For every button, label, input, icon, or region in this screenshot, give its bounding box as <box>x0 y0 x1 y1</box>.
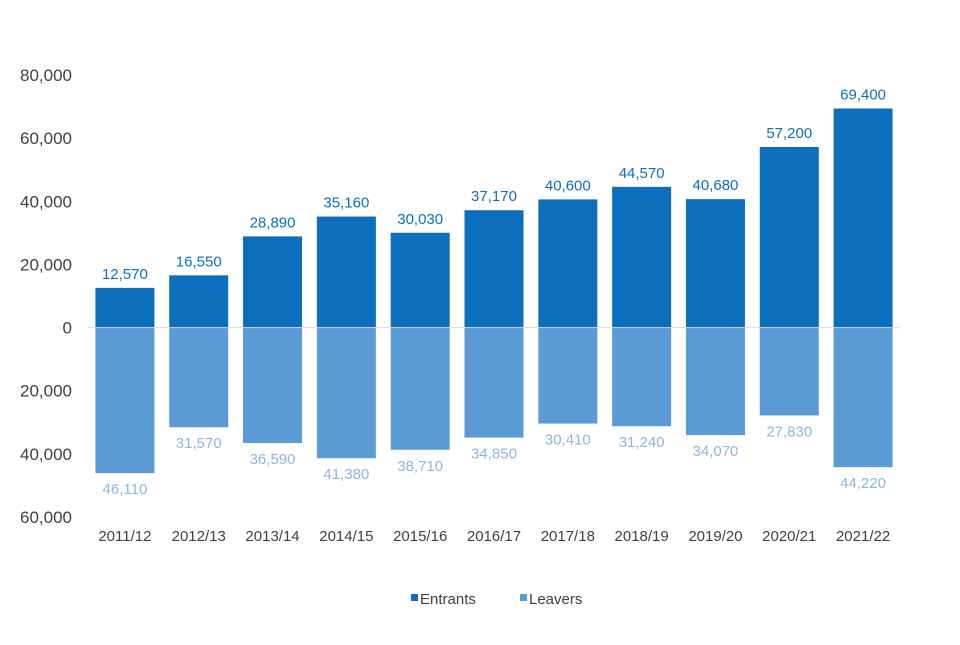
y-tick-label: 60,000 <box>20 129 72 148</box>
x-tick-label: 2015/16 <box>393 528 447 545</box>
entrants-data-label: 44,570 <box>619 165 665 182</box>
leavers-bar <box>169 327 229 428</box>
leavers-bar <box>316 327 376 459</box>
entrants-data-label: 40,680 <box>693 177 739 194</box>
legend-label-leavers: Leavers <box>529 591 582 608</box>
leavers-bar <box>538 327 598 424</box>
leavers-data-label: 34,850 <box>471 446 517 463</box>
leavers-bar <box>685 327 745 436</box>
entrants-bar <box>759 146 819 328</box>
x-tick-label: 2020/21 <box>762 528 816 545</box>
entrants-bar <box>538 199 598 328</box>
legend: Entrants Leavers <box>411 591 582 608</box>
legend-swatch-entrants <box>411 594 418 601</box>
leavers-data-label: 30,410 <box>545 432 591 449</box>
leavers-bar <box>390 327 450 450</box>
y-tick-label: 20,000 <box>20 382 72 401</box>
entrants-bar <box>95 287 155 328</box>
y-tick-label: 40,000 <box>20 192 72 211</box>
x-tick-label: 2018/19 <box>615 528 669 545</box>
data-labels: 12,570 16,550 28,890 35,160 30,030 37,170 40,6… <box>102 86 886 498</box>
entrants-bar <box>390 232 450 328</box>
leavers-data-label: 38,710 <box>397 458 443 475</box>
leavers-data-label: 31,570 <box>176 435 222 452</box>
bars <box>95 108 893 474</box>
entrants-data-label: 69,400 <box>840 86 886 103</box>
entrants-data-label: 16,550 <box>176 253 222 270</box>
x-tick-label: 2019/20 <box>688 528 742 545</box>
y-tick-label: 40,000 <box>20 445 72 464</box>
leavers-data-label: 46,110 <box>103 481 148 498</box>
entrants-data-label: 40,600 <box>545 177 591 194</box>
y-tick-label: 60,000 <box>20 508 72 527</box>
legend-label-entrants: Entrants <box>420 591 476 608</box>
entrants-bar <box>316 216 376 328</box>
y-tick-label: 80,000 <box>20 66 72 85</box>
leavers-bar <box>95 327 155 474</box>
leavers-data-label: 44,220 <box>840 475 886 492</box>
y-tick-label: 20,000 <box>20 255 72 274</box>
entrants-data-label: 28,890 <box>250 214 296 231</box>
entrants-bar <box>169 275 229 328</box>
y-axis: 80,000 60,000 40,000 20,000 0 20,000 40,000 60,… <box>20 66 72 527</box>
y-tick-label: 0 <box>63 319 72 338</box>
x-axis: 2011/12 2012/13 2013/14 2014/15 2015/16 2016/… <box>98 528 890 545</box>
leavers-data-label: 34,070 <box>693 443 739 460</box>
leavers-data-label: 36,590 <box>250 451 296 468</box>
entrants-data-label: 57,200 <box>766 125 812 142</box>
leavers-bar <box>612 327 672 427</box>
entrants-bar <box>833 108 893 328</box>
x-tick-label: 2012/13 <box>172 528 226 545</box>
x-tick-label: 2016/17 <box>467 528 521 545</box>
entrants-data-label: 35,160 <box>323 195 369 212</box>
legend-swatch-leavers <box>520 594 527 601</box>
entrants-bar <box>243 236 303 328</box>
leavers-data-label: 41,380 <box>323 466 369 483</box>
entrants-data-label: 37,170 <box>471 188 517 205</box>
leavers-bar <box>243 327 303 444</box>
entrants-data-label: 12,570 <box>102 266 148 283</box>
x-tick-label: 2013/14 <box>245 528 299 545</box>
entrants-bar <box>612 186 672 328</box>
leavers-bar <box>464 327 524 438</box>
entrants-bar <box>685 199 745 328</box>
x-tick-label: 2021/22 <box>836 528 890 545</box>
x-tick-label: 2011/12 <box>98 528 151 545</box>
entrants-bar <box>464 210 524 328</box>
leavers-data-label: 31,240 <box>619 434 665 451</box>
leavers-bar <box>759 327 819 416</box>
x-tick-label: 2017/18 <box>541 528 595 545</box>
x-tick-label: 2014/15 <box>319 528 373 545</box>
leavers-bar <box>833 327 893 468</box>
entrants-data-label: 30,030 <box>397 211 443 228</box>
leavers-data-label: 27,830 <box>766 423 812 440</box>
